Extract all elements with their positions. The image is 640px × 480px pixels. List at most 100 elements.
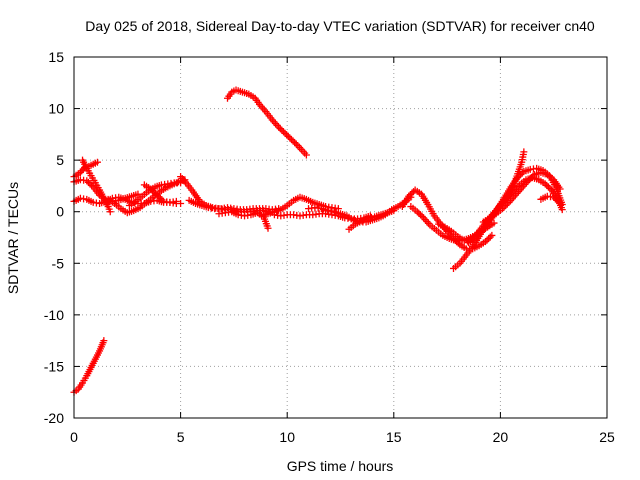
data-point <box>84 178 92 186</box>
data-point <box>406 191 414 199</box>
series-arc-1 <box>70 337 108 396</box>
data-point <box>550 193 558 201</box>
series-arc-3 <box>70 158 101 181</box>
series-arc-17 <box>398 186 496 253</box>
data-point <box>276 125 284 133</box>
x-tick-label: 15 <box>386 429 402 445</box>
series-arc-23 <box>537 192 564 207</box>
x-tick-label: 20 <box>493 429 509 445</box>
data-point <box>502 202 510 210</box>
data-point <box>148 187 156 195</box>
data-point <box>558 206 566 214</box>
data-point <box>390 207 398 215</box>
series-arc-22 <box>479 169 564 226</box>
data-point <box>286 134 294 142</box>
data-point <box>275 123 283 131</box>
data-point <box>106 208 114 216</box>
y-tick-label: -20 <box>44 410 64 426</box>
series-arc-2 <box>224 86 310 159</box>
data-point <box>468 236 476 244</box>
y-tick-labels: -20 -15 -10 -5 0 5 10 15 <box>44 49 64 426</box>
data-point <box>486 233 494 241</box>
series-arc-8 <box>125 179 185 210</box>
data-point <box>527 174 535 182</box>
series-arc-20 <box>449 164 566 272</box>
data-point <box>416 211 424 219</box>
y-tick-label: -10 <box>44 307 64 323</box>
data-point <box>520 148 528 156</box>
plot-frame <box>73 56 608 419</box>
data-point <box>150 188 158 196</box>
data-point <box>483 236 491 244</box>
data-point <box>86 180 94 188</box>
data-point <box>490 219 498 227</box>
data-point <box>556 199 564 207</box>
y-tick-label: -5 <box>52 255 65 271</box>
data-point <box>517 171 525 179</box>
data-point <box>155 193 163 201</box>
data-point <box>554 198 562 206</box>
y-tick-label: 10 <box>48 101 64 117</box>
data-point <box>302 151 310 159</box>
data-point <box>152 190 160 198</box>
data-point <box>291 139 299 147</box>
series-arc-16 <box>345 207 398 233</box>
data-point <box>500 203 508 211</box>
x-tick-label: 10 <box>279 429 295 445</box>
data-point <box>177 199 185 207</box>
data-point <box>503 200 511 208</box>
series-arc-13 <box>258 193 342 220</box>
data-point <box>464 239 472 247</box>
data-point <box>543 181 551 189</box>
series-arc-18 <box>407 203 498 245</box>
data-point <box>496 200 504 208</box>
data-point <box>553 196 561 204</box>
data-point <box>158 196 166 204</box>
data-point <box>408 189 416 197</box>
data-point <box>284 132 292 140</box>
data-point <box>481 238 489 246</box>
data-point <box>264 224 272 232</box>
y-axis-label: SDTVAR / TECUs <box>5 182 21 294</box>
data-point <box>278 126 286 134</box>
data-point <box>147 185 155 193</box>
data-point <box>292 140 300 148</box>
data-point <box>100 337 108 345</box>
data-point <box>526 175 534 183</box>
series-arc-9 <box>140 181 180 206</box>
data-point <box>499 205 507 213</box>
data-point <box>551 195 559 203</box>
data-point <box>466 237 474 245</box>
data-point <box>287 136 295 144</box>
data-points <box>70 86 566 396</box>
x-tick-labels: 0 5 10 15 20 25 <box>70 429 615 445</box>
x-axis-label: GPS time / hours <box>287 458 394 474</box>
data-point <box>93 158 101 166</box>
data-point <box>172 197 180 205</box>
data-point <box>513 174 521 182</box>
data-point <box>556 185 564 193</box>
grid <box>74 57 607 418</box>
axis-ticks <box>73 56 608 419</box>
data-point <box>518 169 526 177</box>
data-point <box>541 180 549 188</box>
data-point <box>418 212 426 220</box>
data-point <box>88 181 96 189</box>
data-point <box>469 234 477 242</box>
data-point <box>156 194 164 202</box>
x-tick-label: 5 <box>177 429 185 445</box>
data-point <box>405 192 413 200</box>
data-point <box>413 208 421 216</box>
data-point <box>83 177 91 185</box>
data-point <box>524 177 532 185</box>
data-point <box>415 209 423 217</box>
data-point <box>283 131 291 139</box>
data-point <box>485 235 493 243</box>
x-tick-label: 0 <box>70 429 78 445</box>
data-point <box>281 129 289 137</box>
y-tick-label: 5 <box>56 152 64 168</box>
data-point <box>544 183 552 191</box>
data-point <box>153 191 161 199</box>
chart-title: Day 025 of 2018, Sidereal Day-to-day VTE… <box>85 18 595 34</box>
